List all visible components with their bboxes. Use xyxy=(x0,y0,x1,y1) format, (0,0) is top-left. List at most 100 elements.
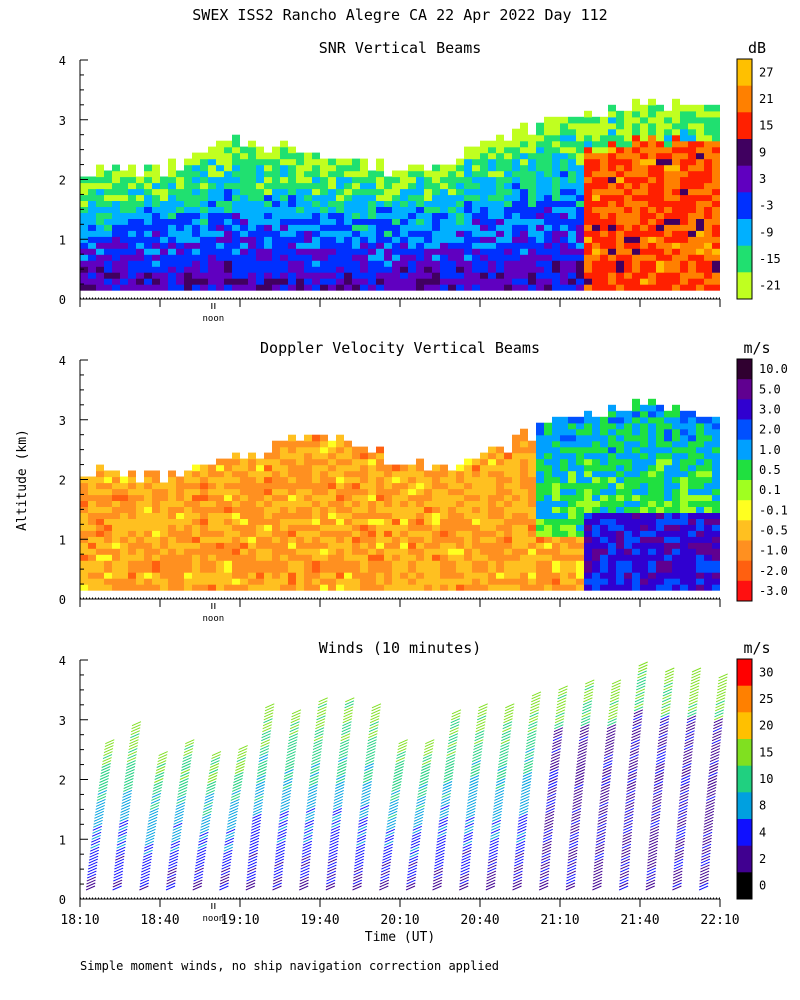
heatmap-cell xyxy=(456,164,464,172)
heatmap-cell xyxy=(696,104,704,112)
heatmap-cell xyxy=(600,572,608,579)
heatmap-cell xyxy=(312,212,320,219)
wind-barb xyxy=(413,816,424,822)
heatmap-cell xyxy=(296,176,304,184)
noon-label: noon xyxy=(202,314,224,324)
heatmap-cell xyxy=(248,242,256,249)
heatmap-cell xyxy=(296,500,304,507)
heatmap-cell xyxy=(216,554,224,561)
heatmap-cell xyxy=(576,176,584,184)
heatmap-cell xyxy=(512,278,520,285)
heatmap-cell xyxy=(680,584,688,591)
heatmap-cell xyxy=(208,536,216,543)
heatmap-cell xyxy=(296,512,304,519)
wind-barb xyxy=(490,828,501,834)
wind-barb xyxy=(115,852,125,858)
heatmap-cell xyxy=(528,194,536,201)
wind-barb xyxy=(494,789,505,795)
heatmap-cell xyxy=(88,476,96,484)
heatmap-cell xyxy=(680,194,688,201)
heatmap-cell xyxy=(384,536,392,543)
heatmap-cell xyxy=(368,542,376,549)
heatmap-cell xyxy=(696,488,704,496)
heatmap-cell xyxy=(288,506,296,513)
heatmap-cell xyxy=(544,440,552,448)
heatmap-cell xyxy=(616,206,624,213)
heatmap-cell xyxy=(496,524,504,531)
heatmap-cell xyxy=(168,206,176,213)
heatmap-cell xyxy=(648,128,656,136)
heatmap-cell xyxy=(240,260,248,267)
heatmap-cell xyxy=(392,482,400,490)
wind-barb xyxy=(339,742,350,748)
heatmap-cell xyxy=(384,554,392,561)
heatmap-cell xyxy=(232,482,240,490)
heatmap-cell xyxy=(384,176,392,184)
heatmap-cell xyxy=(440,176,448,184)
heatmap-cell xyxy=(584,278,592,285)
heatmap-cell xyxy=(216,146,224,154)
heatmap-cell xyxy=(256,566,264,573)
heatmap-cell xyxy=(664,524,672,531)
heatmap-cell xyxy=(144,230,152,237)
heatmap-cell xyxy=(336,506,344,513)
heatmap-cell xyxy=(88,536,96,543)
heatmap-cell xyxy=(224,512,232,519)
heatmap-cell xyxy=(560,512,568,519)
heatmap-cell xyxy=(656,572,664,579)
heatmap-cell xyxy=(656,140,664,148)
heatmap-cell xyxy=(576,440,584,448)
heatmap-cell xyxy=(632,404,640,412)
heatmap-cell xyxy=(304,260,312,267)
wind-barb xyxy=(406,879,416,885)
wind-barb xyxy=(432,885,442,891)
heatmap-cell xyxy=(568,554,576,561)
heatmap-cell xyxy=(616,128,624,136)
heatmap-cell xyxy=(280,260,288,267)
heatmap-cell xyxy=(544,536,552,543)
heatmap-cell xyxy=(616,500,624,507)
heatmap-cell xyxy=(592,446,600,454)
heatmap-cell xyxy=(152,236,160,243)
heatmap-cell xyxy=(168,236,176,243)
wind-barb xyxy=(498,754,509,760)
heatmap-cell xyxy=(656,428,664,436)
heatmap-cell xyxy=(432,482,440,490)
wind-barb xyxy=(290,721,300,727)
wind-barb xyxy=(513,867,524,873)
wind-barb xyxy=(515,843,526,849)
heatmap-cell xyxy=(672,494,680,501)
wind-barb xyxy=(184,745,194,751)
wind-barb xyxy=(313,742,323,748)
heatmap-cell xyxy=(664,446,672,454)
heatmap-cell xyxy=(224,470,232,478)
heatmap-cell xyxy=(560,560,568,567)
wind-barb xyxy=(305,807,316,813)
wind-barb xyxy=(382,852,393,858)
heatmap-cell xyxy=(240,224,248,231)
wind-barb xyxy=(198,834,209,840)
wind-barb xyxy=(255,786,265,792)
wind-barb xyxy=(326,870,337,876)
heatmap-cell xyxy=(496,218,504,225)
heatmap-cell xyxy=(328,494,336,501)
wind-barb xyxy=(175,807,185,813)
heatmap-cell xyxy=(552,572,560,579)
wind-barb xyxy=(397,742,408,748)
heatmap-cell xyxy=(304,254,312,261)
heatmap-cell xyxy=(520,266,528,273)
heatmap-cell xyxy=(632,476,640,484)
wind-barb xyxy=(493,801,503,807)
heatmap-cell xyxy=(360,524,368,531)
heatmap-cell xyxy=(320,248,328,255)
heatmap-cell xyxy=(704,152,712,160)
heatmap-cell xyxy=(224,524,232,531)
wind-barb xyxy=(289,724,300,730)
wind-barb xyxy=(336,775,346,780)
wind-barb xyxy=(127,754,137,760)
heatmap-cell xyxy=(544,512,552,519)
wind-barb xyxy=(301,858,311,864)
heatmap-cell xyxy=(536,224,544,231)
heatmap-cell xyxy=(656,566,664,573)
heatmap-cell xyxy=(168,572,176,579)
